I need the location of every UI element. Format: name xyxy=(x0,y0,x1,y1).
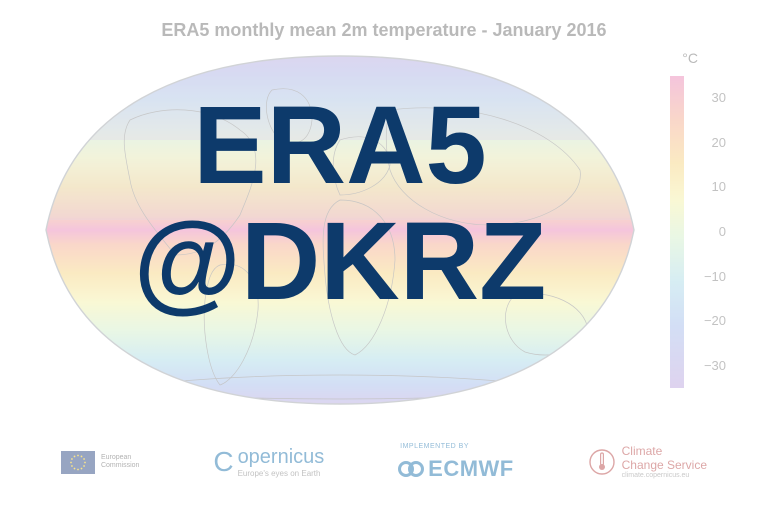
chart-title: ERA5 monthly mean 2m temperature - Janua… xyxy=(0,20,768,41)
ecmwf-implemented-by: IMPLEMENTED BY xyxy=(400,443,469,450)
colorbar-tick: 0 xyxy=(690,224,726,239)
copernicus-mark: C xyxy=(213,446,233,478)
colorbar: °C 30 20 10 0 −10 −20 −30 xyxy=(656,50,726,410)
map-svg xyxy=(40,50,640,410)
colorbar-tick: −20 xyxy=(690,313,726,328)
colorbar-tick: 30 xyxy=(690,90,726,105)
ecmwf-wordmark: ECMWF xyxy=(428,456,514,482)
ccs-url: climate.copernicus.eu xyxy=(622,472,707,479)
eu-caption-line1: European xyxy=(101,454,140,462)
ecmwf-icon xyxy=(398,460,424,478)
ccs-line1: Climate xyxy=(622,445,707,458)
climate-change-service-logo: Climate Change Service climate.copernicu… xyxy=(588,445,707,478)
eu-commission-logo: European Commission xyxy=(61,451,140,474)
temperature-map xyxy=(40,50,640,410)
copernicus-wordmark: opernicus xyxy=(238,446,325,468)
colorbar-tick: 20 xyxy=(690,135,726,150)
eu-caption-line2: Commission xyxy=(101,462,140,470)
ccs-line2: Change Service xyxy=(622,459,707,472)
copernicus-logo: C opernicus Europe's eyes on Earth xyxy=(213,446,324,478)
thermometer-icon xyxy=(588,448,616,476)
figure-stage: ERA5 monthly mean 2m temperature - Janua… xyxy=(0,0,768,509)
eu-caption: European Commission xyxy=(101,454,140,469)
logo-row: European Commission C opernicus Europe's… xyxy=(0,433,768,491)
colorbar-unit: °C xyxy=(682,50,698,66)
colorbar-tick: −30 xyxy=(690,358,726,373)
colorbar-tick: 10 xyxy=(690,179,726,194)
copernicus-tagline: Europe's eyes on Earth xyxy=(238,469,325,478)
eu-flag-icon xyxy=(61,451,95,474)
faded-background-layer: ERA5 monthly mean 2m temperature - Janua… xyxy=(0,0,768,509)
ecmwf-logo: IMPLEMENTED BY ECMWF xyxy=(398,443,514,482)
colorbar-tick: −10 xyxy=(690,269,726,284)
colorbar-bar xyxy=(670,76,684,388)
